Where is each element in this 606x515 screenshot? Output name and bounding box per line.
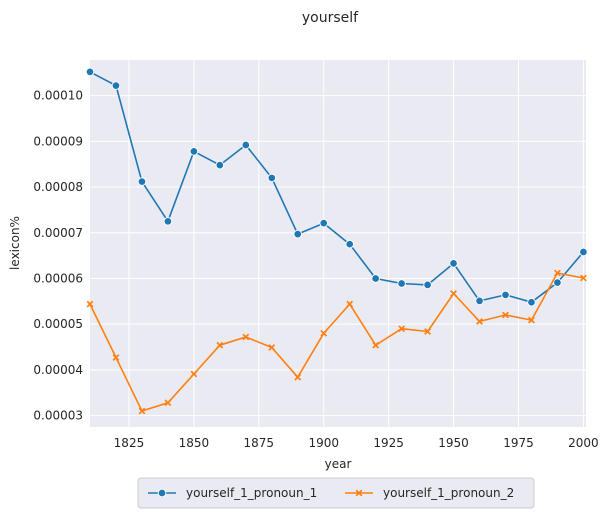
legend-marker-yourself_1_pronoun_1 <box>158 489 166 497</box>
y-tick-label: 0.00010 <box>33 89 83 103</box>
data-point <box>242 141 250 149</box>
x-tick-label: 1975 <box>503 436 534 450</box>
data-point <box>398 280 406 288</box>
y-tick-label: 0.00003 <box>33 409 83 423</box>
data-point <box>216 161 224 169</box>
y-tick-label: 0.00004 <box>33 363 83 377</box>
x-tick-label: 1950 <box>438 436 469 450</box>
x-axis: 1825 1850 1875 1900 1925 1950 1975 2000 <box>114 436 599 450</box>
x-tick-label: 2000 <box>568 436 599 450</box>
data-point <box>554 279 562 287</box>
legend-label-yourself_1_pronoun_2: yourself_1_pronoun_2 <box>383 486 514 500</box>
plot-area <box>90 60 586 427</box>
data-point <box>320 219 328 227</box>
x-tick-label: 1850 <box>179 436 210 450</box>
y-tick-label: 0.00007 <box>33 226 83 240</box>
chart-title: yourself <box>302 10 359 26</box>
data-point <box>112 82 120 90</box>
data-point <box>86 68 94 76</box>
legend-label-yourself_1_pronoun_1: yourself_1_pronoun_1 <box>186 486 317 500</box>
data-point <box>294 230 302 238</box>
legend: yourself_1_pronoun_1 yourself_1_pronoun_2 <box>138 478 534 508</box>
data-point <box>476 297 484 305</box>
x-tick-label: 1900 <box>308 436 339 450</box>
data-point <box>528 298 536 306</box>
data-point <box>450 260 458 268</box>
data-point <box>372 275 380 283</box>
data-point <box>502 291 510 299</box>
data-point <box>164 218 172 226</box>
x-tick-label: 1925 <box>373 436 404 450</box>
y-axis-title: lexicon% <box>8 216 22 270</box>
x-tick-label: 1875 <box>244 436 275 450</box>
data-point <box>138 178 146 186</box>
data-point <box>346 240 354 248</box>
data-point <box>268 174 276 182</box>
y-tick-label: 0.00005 <box>33 317 83 331</box>
data-point <box>190 148 198 156</box>
y-tick-label: 0.00008 <box>33 180 83 194</box>
data-point <box>424 281 432 289</box>
x-tick-label: 1825 <box>114 436 145 450</box>
y-tick-label: 0.00009 <box>33 134 83 148</box>
y-tick-label: 0.00006 <box>33 271 83 285</box>
data-point <box>580 248 588 256</box>
y-axis: 0.00003 0.00004 0.00005 0.00006 0.00007 0.000… <box>33 89 83 423</box>
x-axis-title: year <box>325 457 352 471</box>
